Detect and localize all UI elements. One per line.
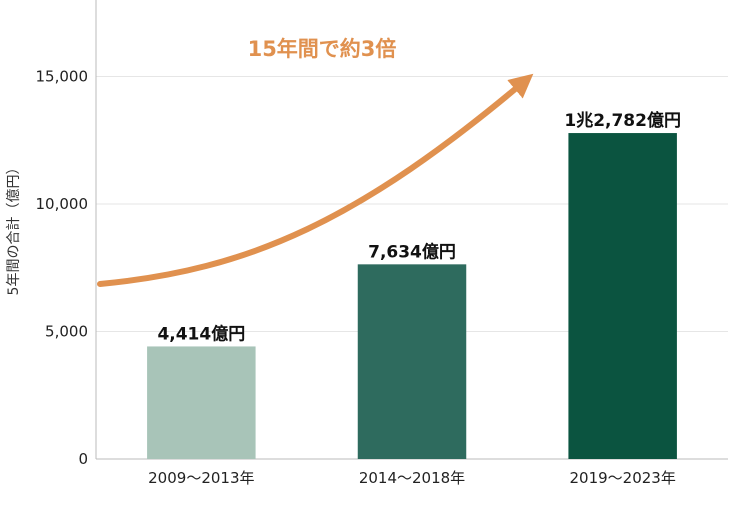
bars [147,133,677,459]
data-label: 7,634億円 [368,241,456,262]
growth-annotation: 15年間で約3倍 [248,37,397,61]
x-tick-label: 2019〜2023年 [569,469,675,487]
data-labels: 4,414億円 7,634億円 1兆2,782億円 [157,110,681,344]
y-tick-label: 5,000 [45,323,88,341]
y-tick-label: 10,000 [36,195,89,213]
x-tick-label: 2014〜2018年 [359,469,465,487]
y-tick-labels: 0 5,000 10,000 15,000 [36,68,89,469]
y-axis-label: 5年間の合計（億円） [6,161,22,296]
bar [147,346,256,459]
data-label: 1兆2,782億円 [564,110,681,131]
bar [568,133,677,459]
data-label: 4,414億円 [157,323,245,344]
growth-arrow [97,73,534,287]
x-tick-labels: 2009〜2013年 2014〜2018年 2019〜2023年 [148,469,676,487]
y-tick-label: 15,000 [36,68,89,86]
y-tick-label: 0 [78,450,88,468]
x-tick-label: 2009〜2013年 [148,469,254,487]
bar [357,264,467,459]
